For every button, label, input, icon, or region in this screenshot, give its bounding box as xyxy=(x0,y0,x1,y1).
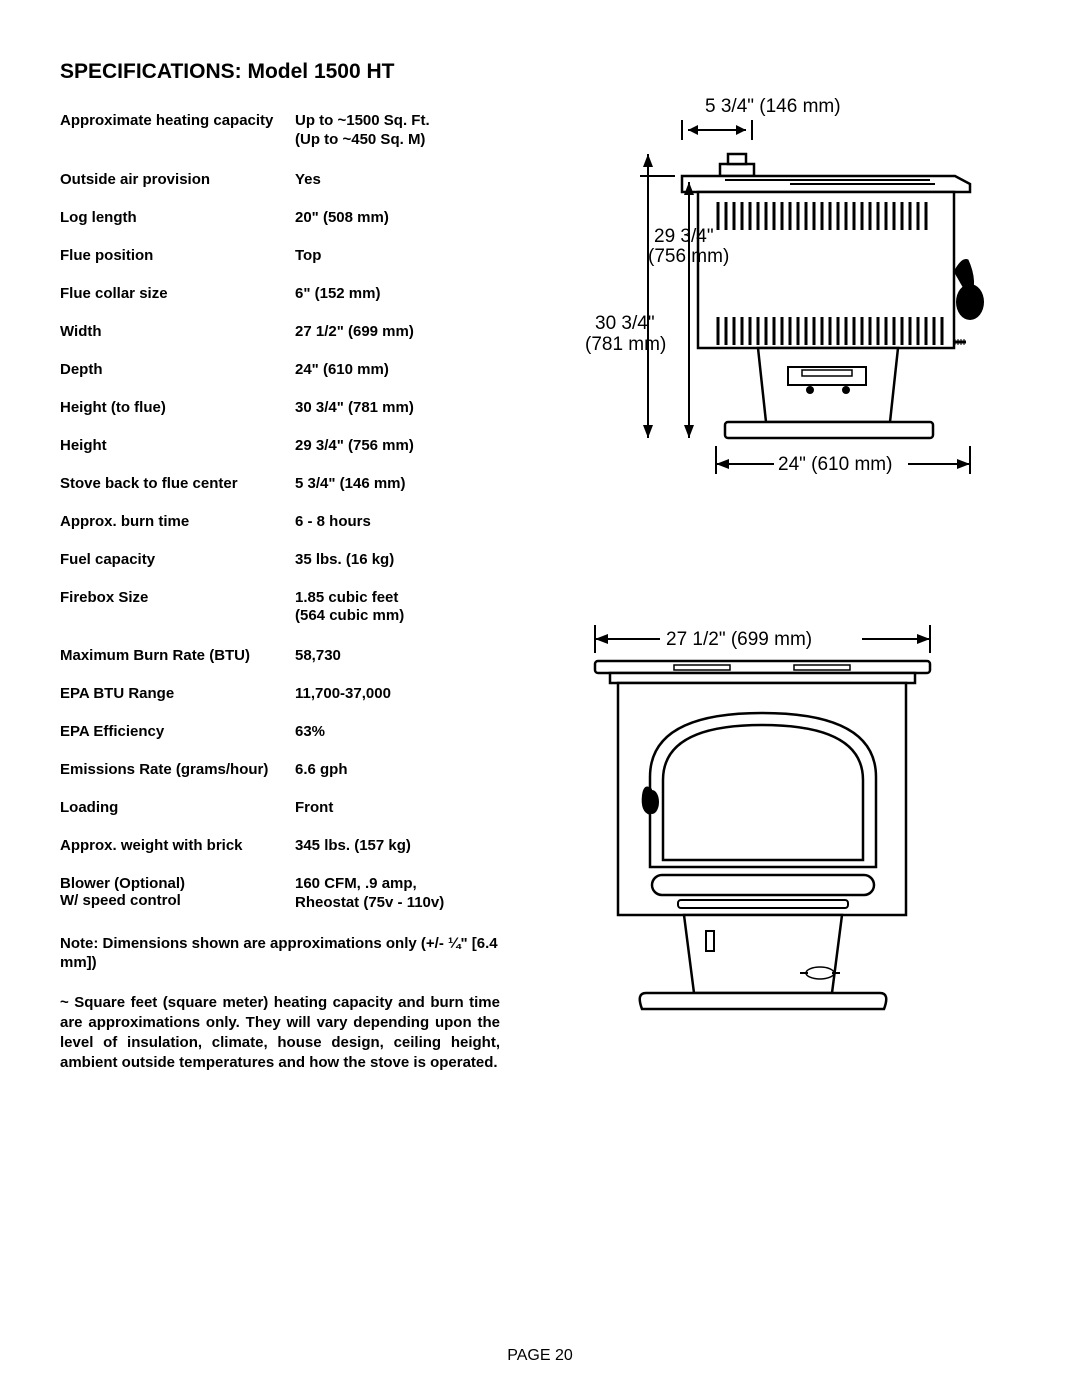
spec-label: Approx. weight with brick xyxy=(60,837,295,854)
dim-height-flue-mm-label: (781 mm) xyxy=(585,334,666,355)
specifications-table: Approximate heating capacityUp to ~1500 … xyxy=(60,112,500,1074)
spec-label: Approx. burn time xyxy=(60,513,295,530)
spec-row: Flue positionTop xyxy=(60,247,500,264)
spec-value: 29 3/4" (756 mm) xyxy=(295,437,500,454)
spec-row: Approx. burn time6 - 8 hours xyxy=(60,513,500,530)
spec-row: Blower (Optional)W/ speed control160 CFM… xyxy=(60,875,500,913)
spec-value: 30 3/4" (781 mm) xyxy=(295,399,500,416)
spec-label: Width xyxy=(60,323,295,340)
spec-row: Height29 3/4" (756 mm) xyxy=(60,437,500,454)
spec-label: Flue position xyxy=(60,247,295,264)
spec-row: EPA Efficiency63% xyxy=(60,723,500,740)
spec-row: Firebox Size1.85 cubic feet(564 cubic mm… xyxy=(60,589,500,627)
spec-row: Flue collar size6" (152 mm) xyxy=(60,285,500,302)
spec-label: Stove back to flue center xyxy=(60,475,295,492)
spec-label: Log length xyxy=(60,209,295,226)
spec-value: 6 - 8 hours xyxy=(295,513,500,530)
spec-row: Stove back to flue center5 3/4" (146 mm) xyxy=(60,475,500,492)
spec-label: Fuel capacity xyxy=(60,551,295,568)
spec-value: 58,730 xyxy=(295,647,500,664)
spec-label: EPA BTU Range xyxy=(60,685,295,702)
spec-row: Log length20" (508 mm) xyxy=(60,209,500,226)
dim-top-label: 5 3/4" (146 mm) xyxy=(705,96,841,117)
spec-value: 63% xyxy=(295,723,500,740)
spec-value: 1.85 cubic feet(564 cubic mm) xyxy=(295,589,500,627)
spec-label: Emissions Rate (grams/hour) xyxy=(60,761,295,778)
spec-label: Depth xyxy=(60,361,295,378)
spec-value: 5 3/4" (146 mm) xyxy=(295,475,500,492)
spec-value: Yes xyxy=(295,171,500,188)
dim-height-flue-label: 30 3/4" xyxy=(595,313,655,334)
spec-value: 24" (610 mm) xyxy=(295,361,500,378)
dim-width-label: 27 1/2" (699 mm) xyxy=(666,629,812,650)
spec-value: Up to ~1500 Sq. Ft.(Up to ~450 Sq. M) xyxy=(295,112,500,150)
stove-front-diagram: 27 1/2" (699 mm) xyxy=(530,617,1020,1032)
stove-side-diagram: 5 3/4" (146 mm) xyxy=(530,92,1020,527)
spec-row: Emissions Rate (grams/hour)6.6 gph xyxy=(60,761,500,778)
spec-value: 11,700-37,000 xyxy=(295,685,500,702)
spec-row: Outside air provisionYes xyxy=(60,171,500,188)
spec-row: Fuel capacity35 lbs. (16 kg) xyxy=(60,551,500,568)
dim-height-label: 29 3/4" xyxy=(654,226,714,247)
spec-row: Depth24" (610 mm) xyxy=(60,361,500,378)
spec-row: Maximum Burn Rate (BTU)58,730 xyxy=(60,647,500,664)
spec-row: Approximate heating capacityUp to ~1500 … xyxy=(60,112,500,150)
spec-label: Flue collar size xyxy=(60,285,295,302)
spec-value: 160 CFM, .9 amp,Rheostat (75v - 110v) xyxy=(295,875,500,913)
spec-label: Loading xyxy=(60,799,295,816)
spec-row: Approx. weight with brick345 lbs. (157 k… xyxy=(60,837,500,854)
heating-capacity-paragraph: ~ Square feet (square meter) heating cap… xyxy=(60,993,500,1074)
spec-label: Outside air provision xyxy=(60,171,295,188)
page-title: SPECIFICATIONS: Model 1500 HT xyxy=(60,60,1020,84)
spec-value: 6.6 gph xyxy=(295,761,500,778)
spec-value: Top xyxy=(295,247,500,264)
spec-value: 35 lbs. (16 kg) xyxy=(295,551,500,568)
spec-label: Firebox Size xyxy=(60,589,295,627)
spec-label: Maximum Burn Rate (BTU) xyxy=(60,647,295,664)
spec-label: Height (to flue) xyxy=(60,399,295,416)
spec-label: Blower (Optional)W/ speed control xyxy=(60,875,295,913)
spec-value: Front xyxy=(295,799,500,816)
spec-label: Height xyxy=(60,437,295,454)
dim-depth-label: 24" (610 mm) xyxy=(778,454,892,475)
spec-row: EPA BTU Range11,700-37,000 xyxy=(60,685,500,702)
spec-value: 20" (508 mm) xyxy=(295,209,500,226)
spec-value: 345 lbs. (157 kg) xyxy=(295,837,500,854)
spec-row: LoadingFront xyxy=(60,799,500,816)
spec-label: Approximate heating capacity xyxy=(60,112,295,150)
spec-value: 27 1/2" (699 mm) xyxy=(295,323,500,340)
spec-label: EPA Efficiency xyxy=(60,723,295,740)
spec-row: Height (to flue)30 3/4" (781 mm) xyxy=(60,399,500,416)
page-number: PAGE 20 xyxy=(0,1347,1080,1365)
spec-row: Width27 1/2" (699 mm) xyxy=(60,323,500,340)
spec-value: 6" (152 mm) xyxy=(295,285,500,302)
dimensions-note: Note: Dimensions shown are approximation… xyxy=(60,934,500,973)
